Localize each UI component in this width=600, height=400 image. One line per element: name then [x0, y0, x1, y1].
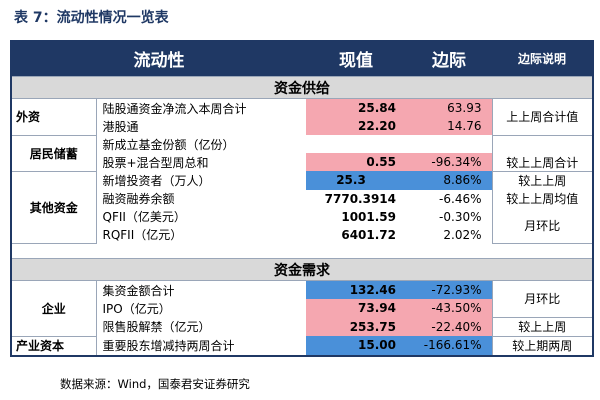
- table-row: 限售股解禁（亿元） 253.75 -22.40% 较上上周: [12, 317, 592, 337]
- section-supply: 资金供给: [12, 76, 592, 99]
- table-row: RQFII（亿元） 6401.72 2.02%: [12, 225, 592, 244]
- category-cell: 外资: [12, 98, 97, 136]
- table-row: 融资融券余额 7770.3914 -6.46% 较上上周均值: [12, 189, 592, 208]
- note-cell: 较上上周: [491, 317, 592, 337]
- header-current-value: 现值: [306, 40, 406, 77]
- item-cell: QFII（亿美元）: [102, 210, 186, 224]
- item-cell: 新成立基金份额（亿份）: [102, 137, 235, 152]
- margin-cell: [406, 135, 492, 153]
- note-cell: 较上上周: [491, 171, 592, 190]
- note-cell: 较上期两周: [491, 336, 592, 355]
- liquidity-table: 流动性 现值 边际 边际说明 资金供给 外资 陆股通资金净流入本周合计 25.8…: [10, 40, 594, 357]
- header-margin: 边际: [406, 40, 492, 77]
- item-cell: 股票+混合型周总和: [102, 155, 209, 170]
- item-cell: 陆股通资金净流入本周合计: [102, 101, 247, 116]
- item-cell: 新增投资者（万人）: [102, 173, 211, 188]
- margin-cell: -43.50%: [406, 299, 492, 317]
- note-cell: 较上上周均值: [491, 189, 592, 208]
- category-cell: 产业资本: [12, 336, 97, 355]
- margin-cell: 63.93: [406, 98, 492, 117]
- category-cell: 居民储蓄: [12, 135, 97, 172]
- item-cell: 融资融券余额: [102, 192, 175, 206]
- table-row: 产业资本 重要股东增减持两周合计 15.00 -166.61% 较上期两周: [12, 336, 592, 355]
- section-demand: 资金需求: [12, 258, 592, 281]
- table-row: 居民储蓄 新成立基金份额（亿份） 较上上周合计: [12, 135, 592, 172]
- margin-cell: 8.86%: [406, 171, 492, 190]
- value-cell: 15.00: [306, 336, 406, 355]
- table-row: QFII（亿美元） 1001.59 -0.30% 月环比: [12, 207, 592, 244]
- header-margin-note: 边际说明: [492, 40, 592, 77]
- note-cell: 上上周合计值: [491, 98, 592, 136]
- source-note: 数据来源：Wind，国泰君安证券研究: [60, 377, 250, 391]
- table-row: 其他资金 新增投资者（万人） 25.3 8.86% 较上上周: [12, 171, 592, 244]
- value-cell: 25.84: [306, 98, 406, 117]
- table-title: 表 7：流动性情况一览表: [14, 10, 169, 26]
- value-cell: 132.46: [306, 280, 406, 299]
- value-cell: 73.94: [306, 299, 406, 317]
- item-cell: 重要股东增减持两周合计: [102, 338, 235, 353]
- value-cell: [306, 135, 406, 153]
- margin-cell: -166.61%: [406, 336, 492, 355]
- section-title: 资金需求: [12, 258, 592, 281]
- table-row: 企业 集资金额合计 132.46 -72.93% 月环比: [12, 280, 592, 337]
- table-row: IPO（亿元） 73.94 -43.50%: [12, 299, 592, 317]
- item-cell: 集资金额合计: [102, 283, 175, 298]
- spacer-row: [12, 243, 592, 259]
- note-cell: 月环比: [491, 280, 592, 318]
- item-cell: IPO（亿元）: [102, 301, 171, 316]
- item-cell: RQFII（亿元）: [102, 228, 183, 242]
- note-cell: 月环比: [491, 207, 592, 244]
- value-cell: 7770.3914: [306, 189, 406, 208]
- note-cell: 较上上周合计: [491, 135, 592, 172]
- margin-cell: 14.76: [406, 117, 492, 135]
- value-cell: 0.55: [306, 153, 406, 171]
- table-row: 港股通 22.20 14.76: [12, 117, 592, 135]
- margin-cell: -22.40%: [406, 317, 492, 336]
- margin-cell: -6.46%: [406, 189, 492, 208]
- margin-cell: 2.02%: [406, 225, 492, 244]
- table-row: 股票+混合型周总和 0.55 -96.34%: [12, 153, 592, 171]
- value-cell: 253.75: [306, 317, 406, 336]
- value-cell: 6401.72: [306, 225, 406, 244]
- value-cell: 25.3: [306, 171, 406, 190]
- item-cell: 港股通: [102, 119, 139, 134]
- table-row: 外资 陆股通资金净流入本周合计 25.84 63.93 上上周合计值: [12, 98, 592, 136]
- value-cell: 22.20: [306, 117, 406, 135]
- margin-cell: -96.34%: [406, 153, 492, 171]
- header-liquidity: 流动性: [12, 40, 306, 77]
- section-title: 资金供给: [12, 76, 592, 99]
- table-header: 流动性 现值 边际 边际说明: [12, 40, 592, 77]
- margin-cell: -72.93%: [406, 280, 492, 299]
- item-cell: 限售股解禁（亿元）: [102, 320, 211, 334]
- category-cell: 企业: [12, 280, 97, 337]
- category-cell: 其他资金: [12, 171, 97, 244]
- value-cell: 1001.59: [306, 207, 406, 226]
- margin-cell: -0.30%: [406, 207, 492, 226]
